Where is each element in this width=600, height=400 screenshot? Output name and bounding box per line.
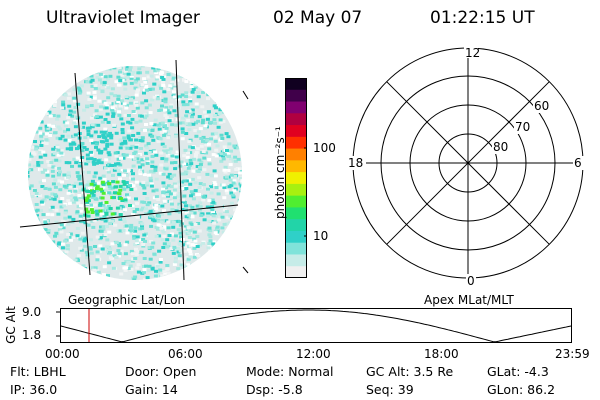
auroral-image-disc: [28, 66, 242, 280]
apex-label: Apex MLat/MLT: [424, 293, 514, 307]
uv-image-panel[interactable]: [0, 55, 260, 290]
time-tick-0000: 00:00: [45, 347, 80, 361]
colorbar-segment: [285, 160, 307, 173]
colorbar-segment: [285, 183, 307, 197]
info-filter: Flt: LBHL: [10, 364, 66, 379]
date-label: 02 May 07: [273, 8, 363, 28]
colorbar-segment: [285, 172, 307, 185]
colorbar-segment: [285, 125, 307, 138]
info-dsp: Dsp: -5.8: [246, 382, 303, 397]
mlt-label-0: 0: [467, 274, 475, 288]
mlat-label-80: 80: [493, 140, 508, 154]
time-tick-2359: 23:59: [555, 347, 590, 361]
info-glon: GLon: 86.2: [487, 382, 556, 397]
info-gain: Gain: 14: [125, 382, 178, 397]
colorbar-tick-100: 100: [313, 141, 336, 155]
info-ip: IP: 36.0: [10, 382, 58, 397]
altitude-curve: [60, 309, 572, 343]
geographic-grid: [19, 59, 239, 281]
colorbar-segment: [285, 207, 307, 220]
mlt-label-12: 12: [465, 46, 480, 60]
colorbar-segment: [285, 242, 307, 255]
timeline-ylabel: GC Alt: [4, 306, 18, 344]
grid-meridian: [175, 59, 185, 281]
time-tick-0600: 06:00: [168, 347, 203, 361]
geographic-label: Geographic Lat/Lon: [68, 293, 186, 307]
alt-tick-9: 9.0: [22, 305, 42, 319]
time-tick-1200: 12:00: [296, 347, 331, 361]
colorbar-segment: [285, 78, 307, 91]
info-gc-alt: GC Alt: 3.5 Re: [366, 364, 454, 379]
colorbar-segment: [285, 254, 307, 267]
info-glat: GLat: -4.3: [487, 364, 549, 379]
colorbar-segment: [285, 195, 307, 208]
colorbar-segment: [285, 101, 307, 114]
mlat-label-70: 70: [515, 120, 530, 134]
instrument-title: Ultraviolet Imager: [46, 8, 200, 28]
colorbar-segment: [285, 136, 307, 150]
time-tick-1800: 18:00: [424, 347, 459, 361]
info-seq: Seq: 39: [366, 382, 414, 397]
polar-plot: 12 18 6 0 60 70 80: [348, 46, 585, 288]
colorbar-segment: [285, 113, 307, 126]
colorbar-segment: [285, 219, 307, 232]
colorbar: [285, 78, 307, 278]
time-label: 01:22:15 UT: [430, 8, 535, 28]
grid-parallel: [19, 204, 239, 228]
timeline-frame: [60, 308, 572, 343]
mlt-label-18: 18: [348, 156, 363, 170]
mlat-label-60: 60: [534, 99, 549, 113]
info-door: Door: Open: [125, 364, 197, 379]
colorbar-unit-label: photon cm⁻²s⁻¹: [273, 126, 287, 219]
info-mode: Mode: Normal: [246, 364, 334, 379]
colorbar-segment: [285, 230, 307, 244]
mlt-label-6: 6: [574, 156, 582, 170]
altitude-timeline[interactable]: [0, 300, 600, 348]
colorbar-segment: [285, 89, 307, 103]
colorbar-tick-10: 10: [313, 229, 329, 243]
colorbar-segment: [285, 148, 307, 161]
alt-tick-1-8: 1.8: [22, 328, 42, 342]
colorbar-segment: [285, 266, 307, 278]
grid-meridian: [74, 72, 91, 276]
